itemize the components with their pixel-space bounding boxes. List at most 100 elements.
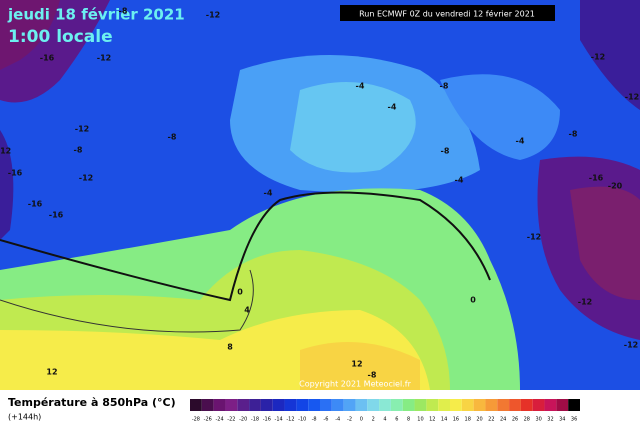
scale-swatch xyxy=(402,399,415,411)
run-box xyxy=(340,5,555,21)
scale-swatch xyxy=(272,399,285,411)
scale-label: 22 xyxy=(488,417,494,423)
scale-swatch xyxy=(414,399,427,411)
contour-label: -8 xyxy=(368,371,377,380)
scale-label: -6 xyxy=(323,417,328,423)
scale-swatch xyxy=(438,399,450,411)
scale-label: 14 xyxy=(441,417,447,423)
scale-label: -4 xyxy=(335,417,340,423)
scale-label: -24 xyxy=(215,417,223,423)
contour-label: 4 xyxy=(244,306,250,315)
scale-swatch xyxy=(320,399,332,411)
contour-label: 8 xyxy=(227,343,233,352)
contour-label: -12 xyxy=(75,125,89,134)
scale-swatch xyxy=(568,399,580,411)
scale-label: 10 xyxy=(417,417,423,423)
contour-label: -12 xyxy=(591,53,605,62)
map-background xyxy=(0,0,640,390)
scale-label: 12 xyxy=(429,417,435,423)
scale-label: 8 xyxy=(407,417,410,423)
contour-label: -8 xyxy=(119,7,128,16)
contour-label: -4 xyxy=(356,82,365,91)
contour-label: -8 xyxy=(168,133,177,142)
contour-label: -16 xyxy=(40,54,55,63)
scale-label: 20 xyxy=(476,417,482,423)
scale-swatch xyxy=(497,399,510,411)
contour-label: -16 xyxy=(49,211,64,220)
scale-swatch xyxy=(532,399,545,411)
scale-swatch xyxy=(225,399,238,411)
contour-label: -8 xyxy=(74,146,83,155)
contour-label: -12 xyxy=(0,147,11,156)
scale-swatch xyxy=(296,399,309,411)
scale-swatch xyxy=(485,399,498,411)
scale-swatch xyxy=(520,399,533,411)
scale-swatch xyxy=(450,399,462,411)
scale-swatch xyxy=(367,399,380,411)
scale-swatch xyxy=(190,399,202,411)
color-scale: -28 -26 -24 -22 -20 -18 -16 -14 -12 -10 -8 -6 -4 -2 0 2… xyxy=(190,399,580,423)
scale-swatch xyxy=(260,399,273,411)
date-title: jeudi 18 février 2021 xyxy=(7,6,185,24)
contour-label: -12 xyxy=(79,174,93,183)
scale-label: 4 xyxy=(383,417,386,423)
scale-swatch xyxy=(556,399,569,411)
contour-label: -16 xyxy=(589,174,604,183)
contour-label: -12 xyxy=(625,93,639,102)
scale-label: 2 xyxy=(372,417,375,423)
contour-label: -4 xyxy=(264,189,273,198)
scale-label: -12 xyxy=(286,417,294,423)
scale-label: -26 xyxy=(204,417,212,423)
scale-label: 32 xyxy=(547,417,553,423)
scale-label: 16 xyxy=(453,417,459,423)
scale-swatch xyxy=(426,399,439,411)
contour-label: 12 xyxy=(46,368,57,377)
scale-label: 34 xyxy=(559,417,565,423)
scale-swatch xyxy=(379,399,391,411)
scale-swatch xyxy=(355,399,368,411)
scale-swatch xyxy=(509,399,521,411)
contour-label: -12 xyxy=(578,298,592,307)
contour-labels: -8 -12 -16 -12 -12 -12 -4 -8 -4 -12 -8 -8 -4 -8 -12 -8 -… xyxy=(0,7,639,380)
contour-label: -20 xyxy=(608,182,623,191)
scale-label: -8 xyxy=(312,417,317,423)
contour-label: -4 xyxy=(388,103,397,112)
scale-label: -2 xyxy=(347,417,352,423)
scale-label: -18 xyxy=(251,417,259,423)
contour-label: 12 xyxy=(351,360,362,369)
contour-label: -8 xyxy=(440,82,449,91)
scale-label: 36 xyxy=(571,417,577,423)
scale-swatch xyxy=(237,399,250,411)
legend-title: Température à 850hPa (°C) xyxy=(8,396,176,409)
scale-label: 28 xyxy=(524,417,530,423)
scale-swatch xyxy=(249,399,261,411)
contour-label: -12 xyxy=(527,233,541,242)
contour-label: -12 xyxy=(206,11,220,20)
scale-label: 6 xyxy=(395,417,398,423)
contour-label: -4 xyxy=(455,176,464,185)
time-title: 1:00 locale xyxy=(8,27,113,47)
scale-label: -10 xyxy=(298,417,306,423)
contour-label: -16 xyxy=(8,169,23,178)
scale-label: -14 xyxy=(275,417,283,423)
scale-label: -28 xyxy=(192,417,200,423)
contour-label: 0 xyxy=(237,288,243,297)
scale-swatch xyxy=(461,399,474,411)
scale-swatch xyxy=(284,399,297,411)
legend-lead: (+144h) xyxy=(8,413,41,422)
scale-swatch xyxy=(201,399,214,411)
contour-label: -12 xyxy=(624,341,638,350)
run-label: Run ECMWF 0Z du vendredi 12 février 2021 xyxy=(359,9,535,19)
scale-label: -22 xyxy=(227,417,235,423)
scale-label: 0 xyxy=(360,417,363,423)
contour-label: -12 xyxy=(97,54,111,63)
scale-label: 18 xyxy=(465,417,471,423)
scale-swatch xyxy=(390,399,403,411)
contour-label: -4 xyxy=(516,137,525,146)
scale-label: 30 xyxy=(535,417,541,423)
scale-swatch xyxy=(308,399,320,411)
scale-swatch xyxy=(343,399,356,411)
contour-label: -16 xyxy=(28,200,43,209)
copyright: Copyright 2021 Meteociel.fr xyxy=(299,380,411,389)
